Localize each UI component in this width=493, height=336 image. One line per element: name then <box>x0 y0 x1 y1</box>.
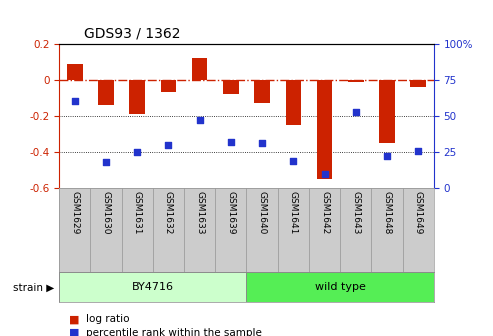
Point <box>414 148 422 153</box>
Point <box>133 150 141 155</box>
Bar <box>98 80 114 105</box>
Point <box>258 141 266 146</box>
FancyBboxPatch shape <box>215 188 246 272</box>
FancyBboxPatch shape <box>153 188 184 272</box>
Bar <box>161 80 176 92</box>
Text: GDS93 / 1362: GDS93 / 1362 <box>84 26 180 40</box>
Point <box>165 142 173 148</box>
Text: GSM1649: GSM1649 <box>414 191 423 234</box>
Text: GSM1629: GSM1629 <box>70 191 79 234</box>
FancyBboxPatch shape <box>403 188 434 272</box>
Text: GSM1640: GSM1640 <box>258 191 267 234</box>
FancyBboxPatch shape <box>184 188 215 272</box>
FancyBboxPatch shape <box>246 272 434 302</box>
Text: percentile rank within the sample: percentile rank within the sample <box>86 328 262 336</box>
Bar <box>379 80 395 143</box>
Text: GSM1639: GSM1639 <box>226 191 235 234</box>
Text: ■: ■ <box>69 328 79 336</box>
Bar <box>129 80 145 114</box>
Text: GSM1632: GSM1632 <box>164 191 173 234</box>
Bar <box>254 80 270 103</box>
Text: log ratio: log ratio <box>86 314 130 324</box>
Point <box>352 109 360 114</box>
Point <box>383 154 391 159</box>
Text: GSM1630: GSM1630 <box>102 191 110 234</box>
Text: GSM1643: GSM1643 <box>352 191 360 234</box>
Bar <box>67 64 83 80</box>
FancyBboxPatch shape <box>122 188 153 272</box>
FancyBboxPatch shape <box>309 188 340 272</box>
Text: wild type: wild type <box>315 282 366 292</box>
FancyBboxPatch shape <box>340 188 371 272</box>
Bar <box>348 80 363 82</box>
Text: GSM1641: GSM1641 <box>289 191 298 234</box>
Text: GSM1648: GSM1648 <box>383 191 391 234</box>
FancyBboxPatch shape <box>246 188 278 272</box>
Bar <box>192 58 208 80</box>
Point <box>102 160 110 165</box>
FancyBboxPatch shape <box>371 188 403 272</box>
FancyBboxPatch shape <box>278 188 309 272</box>
Point <box>289 158 297 163</box>
Bar <box>223 80 239 94</box>
Text: BY4716: BY4716 <box>132 282 174 292</box>
Point <box>320 171 328 176</box>
Point <box>71 99 79 104</box>
FancyBboxPatch shape <box>59 188 90 272</box>
Text: GSM1631: GSM1631 <box>133 191 141 234</box>
Text: GSM1633: GSM1633 <box>195 191 204 234</box>
Point <box>227 139 235 144</box>
Bar <box>410 80 426 87</box>
Text: GSM1642: GSM1642 <box>320 191 329 234</box>
Bar <box>317 80 332 179</box>
FancyBboxPatch shape <box>90 188 122 272</box>
Text: ■: ■ <box>69 314 79 324</box>
Point <box>196 118 204 123</box>
Text: strain ▶: strain ▶ <box>13 282 54 292</box>
Bar <box>285 80 301 125</box>
FancyBboxPatch shape <box>59 272 246 302</box>
